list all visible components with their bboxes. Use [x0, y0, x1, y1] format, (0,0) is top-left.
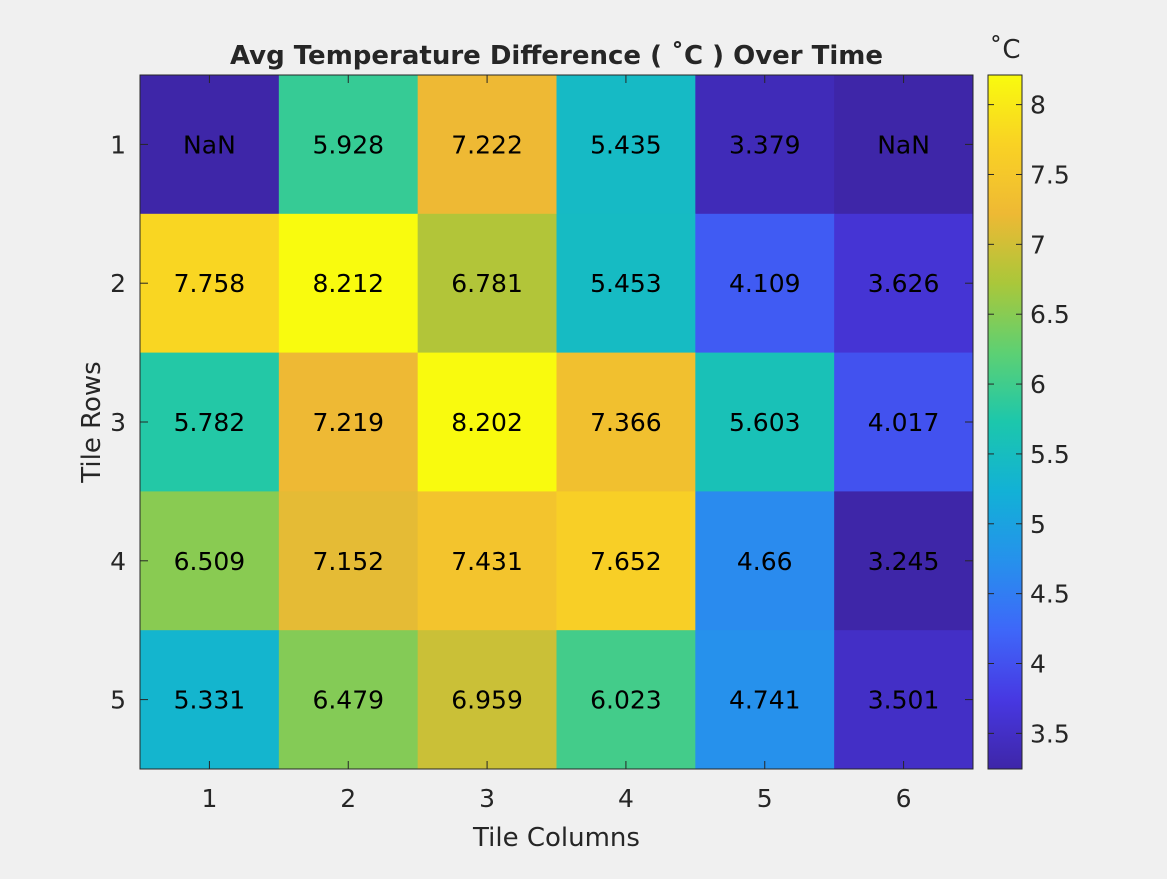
colorbar-tick-label-5: 5.5 — [1030, 440, 1070, 469]
heatmap-cell-r5-c6 — [834, 630, 974, 770]
y-tick-label-3: 3 — [110, 408, 126, 437]
cell-label-r3-c4: 7.366 — [590, 408, 662, 437]
cell-label-r1-c6: NaN — [877, 130, 930, 159]
heatmap-cell-r4-c3 — [417, 491, 557, 631]
heatmap-cell-r1-c5 — [695, 75, 835, 215]
cell-label-r2-c4: 5.453 — [590, 269, 662, 298]
heatmap-cell-r3-c3 — [417, 352, 557, 492]
x-axis-label: Tile Columns — [472, 823, 640, 853]
cell-label-r4-c5: 4.66 — [737, 547, 793, 576]
x-tick-label-6: 6 — [896, 784, 912, 813]
cell-label-r5-c3: 6.959 — [451, 686, 523, 715]
y-tick-label-5: 5 — [110, 686, 126, 715]
x-axis-ticks: 1 2 3 4 5 6 — [201, 75, 912, 813]
cell-label-r5-c6: 3.501 — [868, 686, 940, 715]
cell-label-r5-c2: 6.479 — [312, 686, 384, 715]
chart-title: Avg Temperature Difference ( ˚C ) Over T… — [230, 40, 883, 71]
colorbar-tick-label-9: 7.5 — [1030, 160, 1070, 189]
cell-label-r2-c6: 3.626 — [868, 269, 940, 298]
cell-label-r4-c6: 3.245 — [868, 547, 940, 576]
cell-label-r1-c3: 7.222 — [451, 130, 523, 159]
colorbar-frame — [987, 74, 1023, 770]
cell-label-r4-c3: 7.431 — [451, 547, 523, 576]
y-tick-label-4: 4 — [110, 547, 126, 576]
colorbar-ticks: 3.5 4 4.5 5 5.5 6 6.5 7 7.5 8 — [988, 91, 1070, 748]
colorbar-tick-label-1: 3.5 — [1030, 719, 1070, 748]
heatmap-cells — [140, 75, 974, 770]
heatmap-cell-r5-c3 — [417, 630, 557, 770]
heatmap-cell-r5-c5 — [695, 630, 835, 770]
heatmap-cell-r4-c4 — [556, 491, 696, 631]
heatmap-cell-r5-c1 — [140, 630, 280, 770]
colorbar-tick-label-3: 4.5 — [1030, 580, 1070, 609]
heatmap-cell-r4-c2 — [278, 491, 419, 631]
heatmap-cell-r1-c2 — [278, 75, 419, 215]
heatmap-cell-r5-c4 — [556, 630, 696, 770]
colorbar-tick-label-10: 8 — [1030, 91, 1046, 120]
colorbar-tick-label-7: 6.5 — [1030, 300, 1070, 329]
x-tick-label-3: 3 — [479, 784, 495, 813]
colorbar-gradient — [988, 75, 1022, 769]
cell-label-r3-c2: 7.219 — [312, 408, 384, 437]
x-tick-label-5: 5 — [757, 784, 773, 813]
cell-label-r2-c1: 7.758 — [174, 269, 246, 298]
heatmap-cell-r1-c6 — [834, 75, 974, 215]
heatmap-cell-r2-c3 — [417, 213, 557, 354]
colorbar-tick-label-8: 7 — [1030, 230, 1046, 259]
heatmap-cell-labels: NaN 5.928 7.222 5.435 3.379 NaN 7.758 8.212 6.78… — [174, 130, 940, 714]
y-axis-label: Tile Rows — [77, 361, 107, 483]
cell-label-r5-c1: 5.331 — [174, 686, 246, 715]
cell-label-r4-c1: 6.509 — [174, 547, 246, 576]
y-axis-ticks: 1 2 3 4 5 — [110, 130, 973, 715]
colorbar-tick-label-2: 4 — [1030, 650, 1046, 679]
heatmap-cell-r2-c6 — [834, 213, 974, 354]
heatmap-cell-r2-c4 — [556, 213, 696, 354]
heatmap-cell-r4-c5 — [695, 491, 835, 631]
heatmap-cell-r1-c4 — [556, 75, 696, 215]
cell-label-r3-c3: 8.202 — [451, 408, 523, 437]
cell-label-r3-c5: 5.603 — [729, 408, 801, 437]
cell-label-r1-c5: 3.379 — [729, 130, 801, 159]
colorbar-label: ˚C — [989, 35, 1020, 65]
cell-label-r1-c2: 5.928 — [312, 130, 384, 159]
cell-label-r4-c2: 7.152 — [312, 547, 384, 576]
cell-label-r1-c4: 5.435 — [590, 130, 662, 159]
cell-label-r2-c3: 6.781 — [451, 269, 523, 298]
heatmap-cell-r2-c5 — [695, 213, 835, 354]
cell-label-r3-c6: 4.017 — [868, 408, 940, 437]
heatmap-cell-r3-c4 — [556, 352, 696, 492]
y-tick-label-2: 2 — [110, 269, 126, 298]
colorbar-tick-label-6: 6 — [1030, 370, 1046, 399]
cell-label-r2-c2: 8.212 — [312, 269, 384, 298]
heatmap-cell-r2-c2 — [278, 213, 419, 354]
heatmap-cell-r5-c2 — [278, 630, 419, 770]
colorbar-tick-label-4: 5 — [1030, 510, 1046, 539]
cell-label-r5-c5: 4.741 — [729, 686, 801, 715]
cell-label-r2-c5: 4.109 — [729, 269, 801, 298]
heatmap-cell-r3-c5 — [695, 352, 835, 492]
heatmap-cell-r3-c6 — [834, 352, 974, 492]
cell-label-r4-c4: 7.652 — [590, 547, 662, 576]
heatmap-cell-r1-c1 — [140, 75, 280, 215]
y-tick-label-1: 1 — [110, 130, 126, 159]
cell-label-r1-c1: NaN — [183, 130, 236, 159]
cell-label-r3-c1: 5.782 — [174, 408, 246, 437]
colorbar: 3.5 4 4.5 5 5.5 6 6.5 7 7.5 8 ˚C — [987, 35, 1070, 770]
heatmap-cell-r3-c2 — [278, 352, 419, 492]
heatmap-cell-r1-c3 — [417, 75, 557, 215]
cell-label-r5-c4: 6.023 — [590, 686, 662, 715]
x-tick-label-4: 4 — [618, 784, 634, 813]
x-tick-label-1: 1 — [201, 784, 217, 813]
heatmap-cell-r3-c1 — [140, 352, 280, 492]
heatmap-cell-r2-c1 — [140, 213, 280, 354]
heatmap-cell-r4-c1 — [140, 491, 280, 631]
x-tick-label-2: 2 — [340, 784, 356, 813]
heatmap-cell-r4-c6 — [834, 491, 974, 631]
